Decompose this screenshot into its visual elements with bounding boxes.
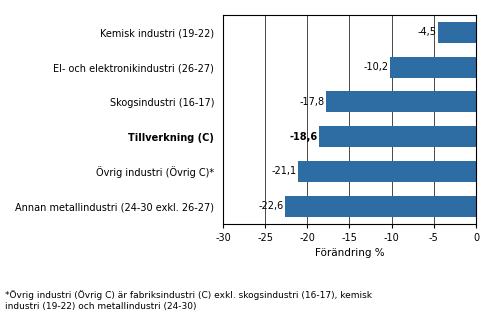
- Text: -10,2: -10,2: [363, 62, 388, 72]
- Text: -18,6: -18,6: [289, 132, 318, 142]
- Text: -4,5: -4,5: [417, 27, 436, 37]
- Bar: [286, 196, 476, 217]
- Text: -22,6: -22,6: [258, 201, 284, 211]
- X-axis label: Förändring %: Förändring %: [315, 248, 384, 258]
- Bar: [438, 22, 476, 43]
- Bar: [326, 91, 476, 112]
- Bar: [390, 57, 476, 78]
- Bar: [319, 126, 476, 147]
- Text: -17,8: -17,8: [299, 97, 324, 107]
- Text: *Övrig industri (Övrig C) är fabriksindustri (C) exkl. skogsindustri (16-17), ke: *Övrig industri (Övrig C) är fabriksindu…: [5, 290, 372, 311]
- Bar: [298, 161, 476, 182]
- Text: -21,1: -21,1: [271, 166, 296, 176]
